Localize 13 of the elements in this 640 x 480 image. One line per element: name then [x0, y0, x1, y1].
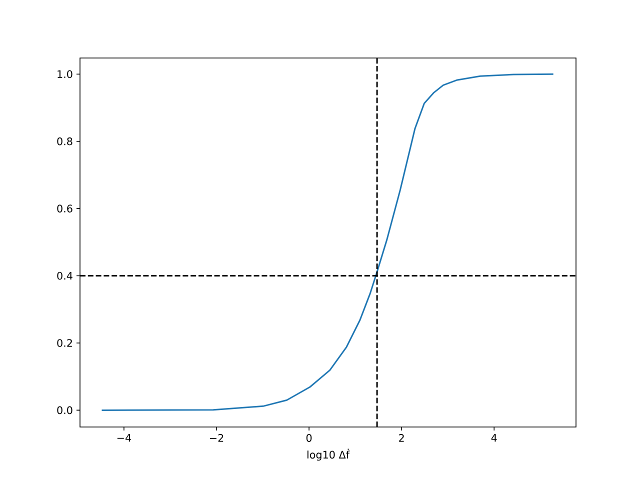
y-tick-label: 0.6: [57, 204, 72, 212]
y-tick-label: 1.0: [58, 70, 72, 78]
x-axis-title: log10 Δḟ: [307, 448, 350, 461]
y-tick-label: 0.8: [57, 137, 72, 146]
x-tick-label: −4: [117, 434, 132, 442]
x-tick-label: 2: [399, 434, 404, 442]
y-tick-label: 0.2: [57, 339, 72, 347]
y-tick-label: 0.4: [57, 272, 72, 280]
x-tick-label: 4: [491, 434, 497, 442]
line-series: [100, 73, 554, 411]
x-tick-label: 0: [306, 434, 312, 442]
y-tick-label: 0.0: [57, 406, 72, 414]
x-tick-label: −2: [210, 434, 224, 442]
